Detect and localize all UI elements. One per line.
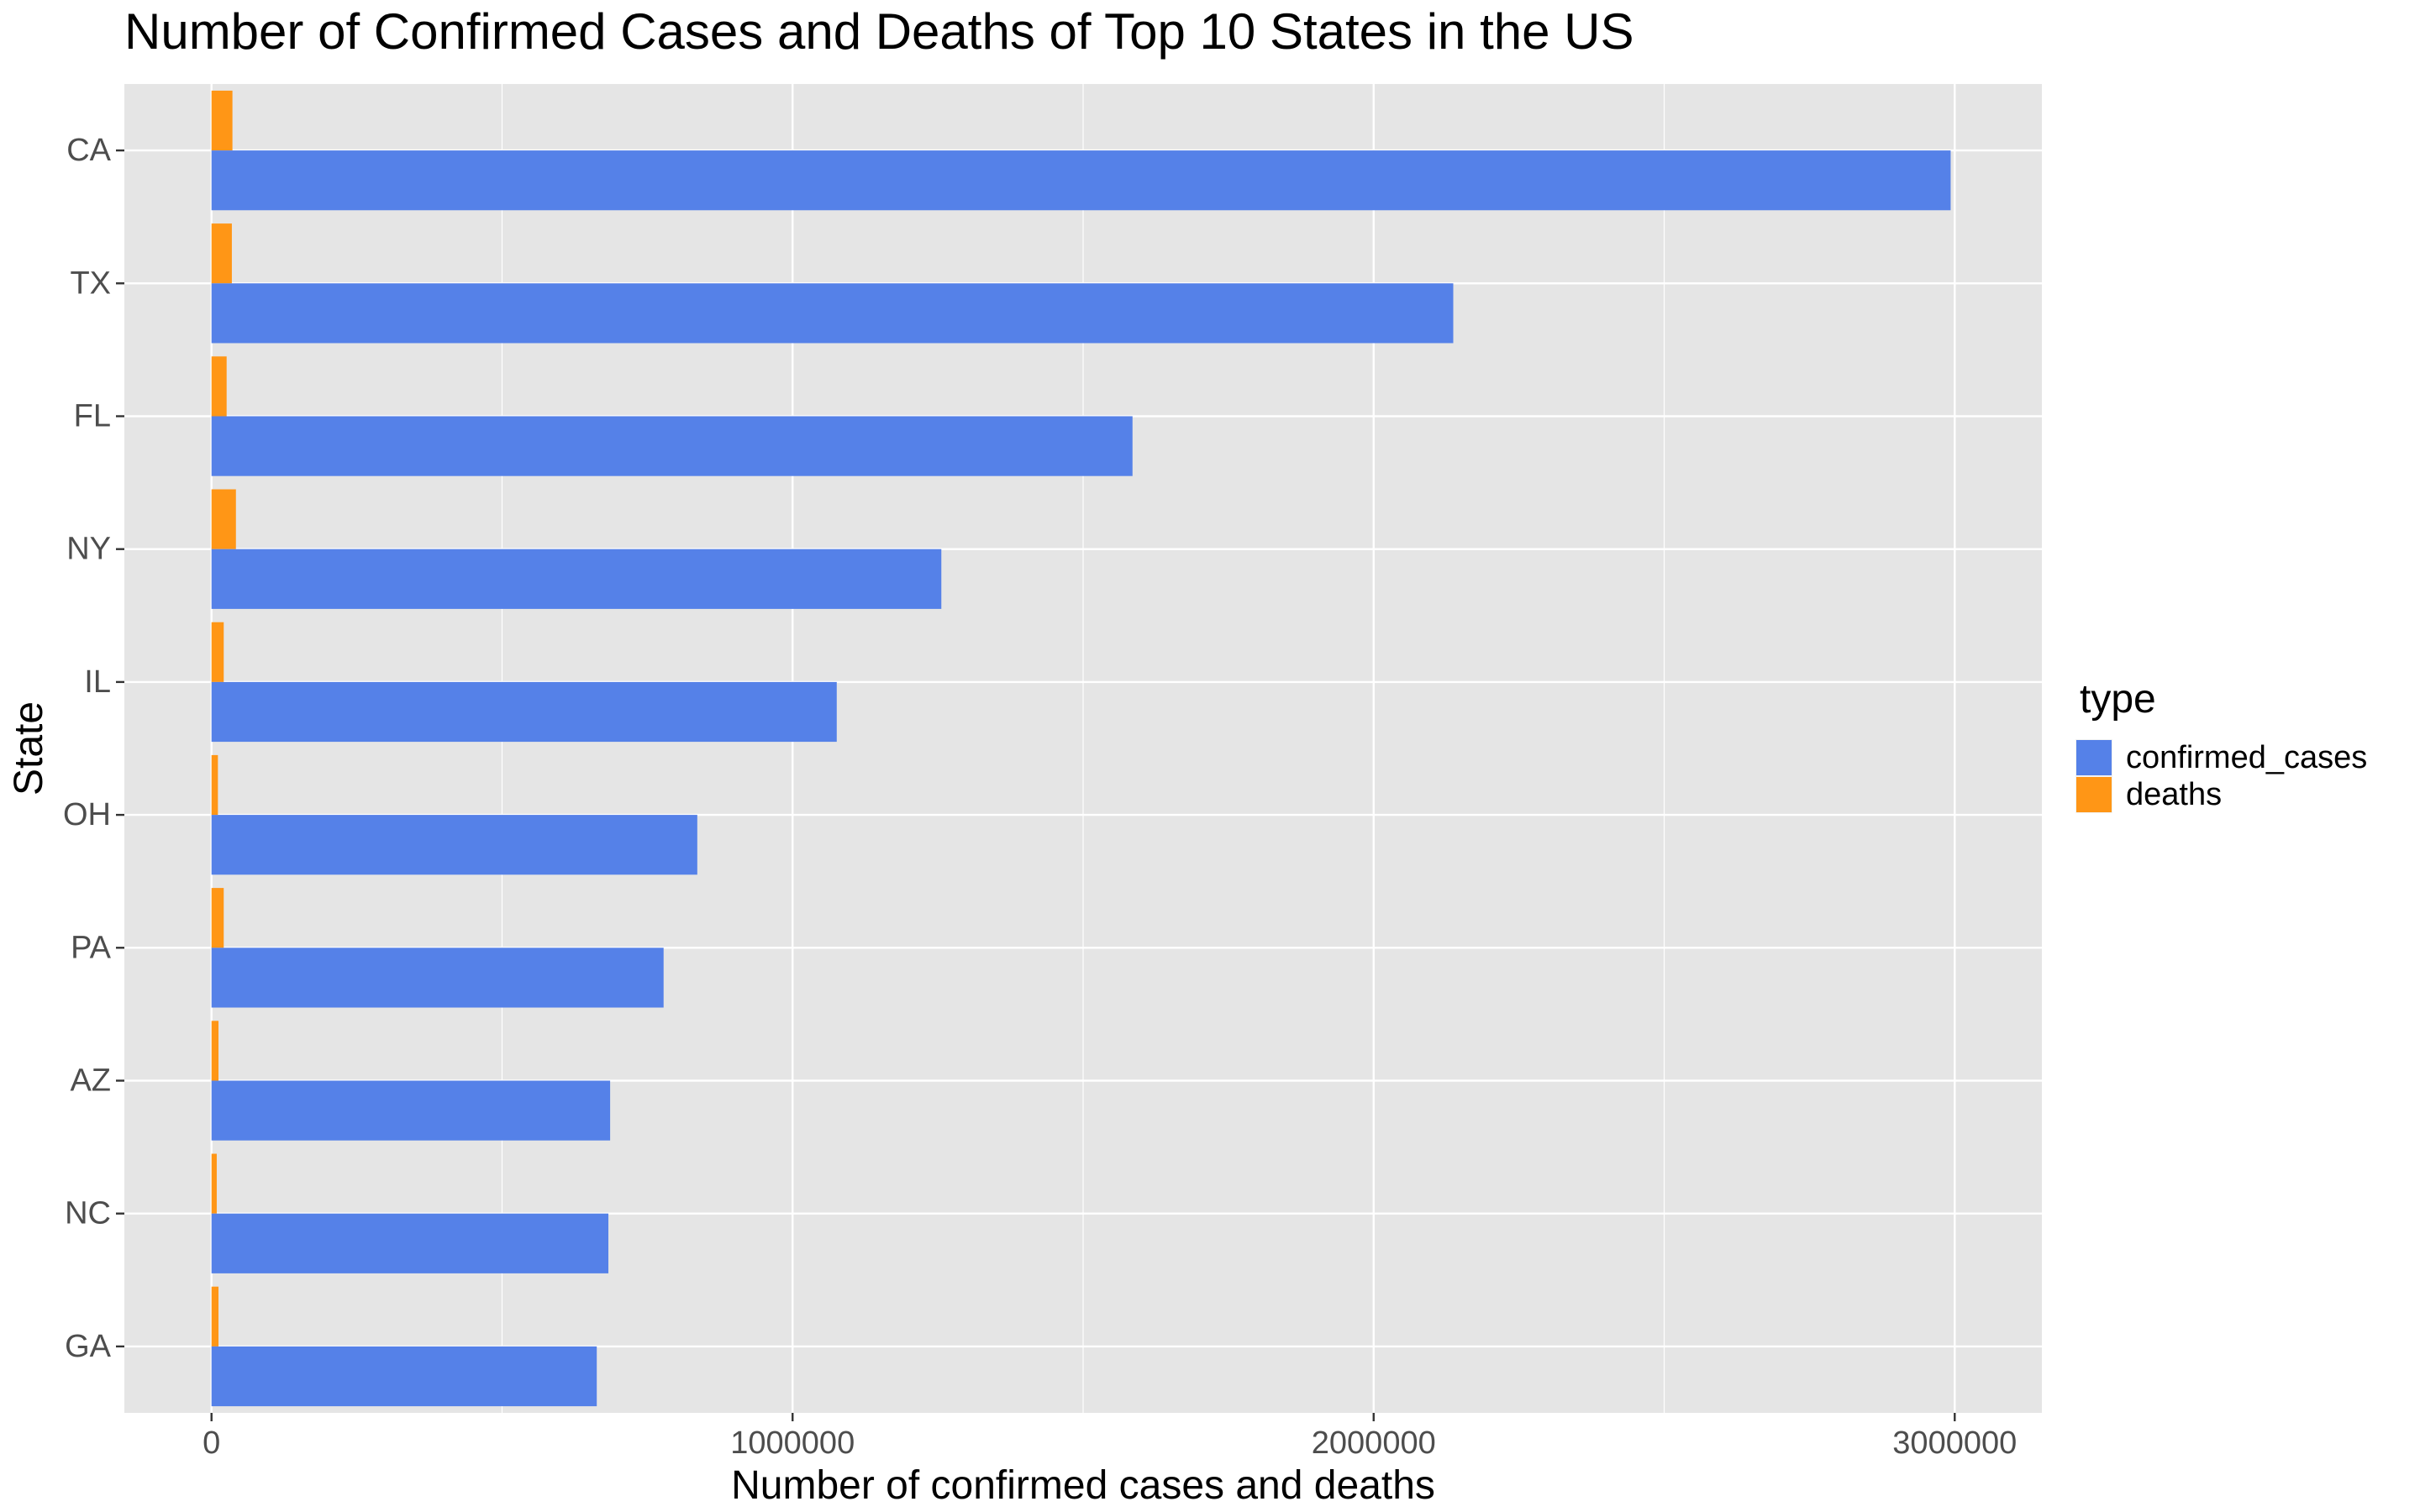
bar-confirmed_cases-ga <box>211 1346 597 1407</box>
y-tick-label: OH <box>63 797 111 832</box>
x-axis: 0 1000000 2000000 3000000 <box>203 1413 2017 1461</box>
bar-deaths-pa <box>211 888 224 948</box>
bar-confirmed_cases-pa <box>211 948 664 1008</box>
legend-title: type <box>2080 677 2156 722</box>
y-tick-label: NY <box>66 532 111 567</box>
y-tick-label: NC <box>65 1196 111 1231</box>
legend-swatch-confirmed_cases <box>2076 740 2112 775</box>
bar-confirmed_cases-ca <box>211 150 1951 211</box>
bar-deaths-oh <box>211 754 218 816</box>
bar-deaths-fl <box>211 356 227 417</box>
x-tick-label: 2000000 <box>1312 1425 1436 1461</box>
bar-deaths-az <box>211 1021 219 1081</box>
legend-label-confirmed_cases: confirmed_cases <box>2126 740 2367 775</box>
bar-confirmed_cases-fl <box>211 416 1133 476</box>
bar-deaths-il <box>211 622 224 682</box>
x-tick-label: 1000000 <box>730 1425 855 1461</box>
bar-deaths-nc <box>211 1153 217 1214</box>
bar-deaths-ga <box>211 1286 219 1347</box>
y-axis-title: State <box>7 701 51 795</box>
x-axis-title: Number of confirmed cases and deaths <box>731 1463 1435 1508</box>
chart-title: Number of Confirmed Cases and Deaths of … <box>124 3 1634 60</box>
y-tick-label: PA <box>71 930 112 965</box>
y-tick-label: CA <box>66 133 111 168</box>
x-tick-label: 3000000 <box>1892 1425 2017 1461</box>
y-axis: CA TX FL NY IL OH PA AZ NC GA <box>63 133 124 1364</box>
bar-confirmed_cases-nc <box>211 1213 609 1273</box>
bar-deaths-tx <box>211 223 232 284</box>
bar-confirmed_cases-oh <box>211 815 697 875</box>
x-tick-label: 0 <box>203 1425 220 1461</box>
bar-confirmed_cases-tx <box>211 283 1454 344</box>
bar-deaths-ca <box>211 90 233 151</box>
y-tick-label: IL <box>84 664 111 700</box>
legend-label-deaths: deaths <box>2126 777 2222 812</box>
bar-confirmed_cases-ny <box>211 549 942 609</box>
bar-deaths-ny <box>211 489 236 549</box>
legend-swatch-deaths <box>2076 777 2112 812</box>
y-tick-label: GA <box>65 1329 112 1364</box>
bar-confirmed_cases-az <box>211 1080 611 1141</box>
y-tick-label: TX <box>70 265 111 301</box>
bars <box>211 90 1951 1407</box>
y-tick-label: FL <box>74 399 111 434</box>
bar-confirmed_cases-il <box>211 681 837 743</box>
y-tick-label: AZ <box>70 1063 111 1099</box>
